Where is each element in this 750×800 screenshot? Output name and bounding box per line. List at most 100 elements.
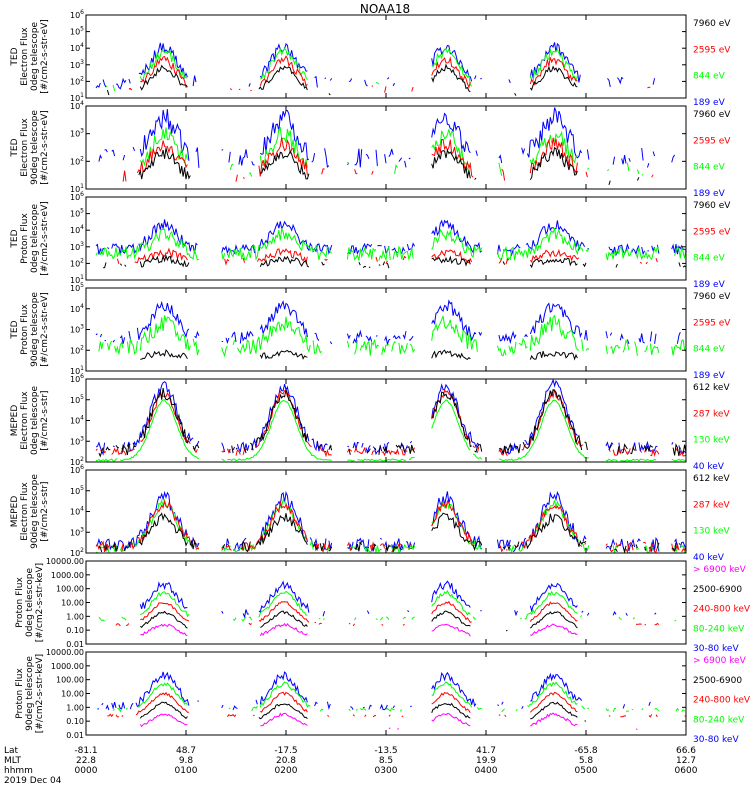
y-axis-label: TEDElectron Flux0deg telescope[#/cm2-s-s… xyxy=(10,19,50,94)
panel-5: 102 103 104 105 106 MEPEDElectron Flux0deg te… xyxy=(10,373,730,472)
y-tick-label: 104 xyxy=(70,303,84,314)
x-tick-label: 22.8 xyxy=(76,756,96,766)
y-tick-label: 103 xyxy=(70,324,84,335)
y-tick-label: 105 xyxy=(70,394,84,405)
y-tick-label: 10.00 xyxy=(61,690,84,699)
series-line-6-3 xyxy=(95,499,687,554)
y-tick-label: 104 xyxy=(70,415,84,426)
series-line-7-4 xyxy=(140,611,650,631)
series-line-7-2 xyxy=(99,591,683,621)
y-tick-label: 102 xyxy=(70,456,84,467)
series-line-2-4 xyxy=(139,148,686,185)
y-tick-label: 106 xyxy=(70,191,84,202)
legend-label: 40 keV xyxy=(693,462,725,472)
y-axis-label: MEPEDElectron Flux90deg telescope[#/cm2-… xyxy=(10,474,50,549)
series-line-8-3 xyxy=(107,691,687,718)
y-tick-label: 10000.00 xyxy=(46,648,84,657)
y-tick-label: 105 xyxy=(70,26,84,37)
legend-label: 612 keV xyxy=(693,474,730,484)
series-line-7-3 xyxy=(116,602,685,626)
series-line-6-2 xyxy=(95,498,687,554)
y-tick-label: 105 xyxy=(70,208,84,219)
x-tick-label: 0500 xyxy=(575,766,598,776)
x-tick-label: 0000 xyxy=(75,766,98,776)
y-tick-label: 103 xyxy=(70,59,84,70)
legend-label: 287 keV xyxy=(693,409,730,419)
series-line-1-3 xyxy=(129,56,686,93)
legend-label: > 6900 keV xyxy=(693,565,747,575)
y-tick-label: 101 xyxy=(70,92,84,103)
series-line-8-4 xyxy=(140,702,679,721)
series-line-5-3 xyxy=(95,388,687,458)
panel-1: 101 102 103 104 105 106 TEDElectron Flux0deg t… xyxy=(10,9,731,108)
y-axis-label: Proton Flux0deg telescope[#/cm2-s-str-ke… xyxy=(15,563,45,642)
panel-7: 0.01 0.10 1.00 10.00 100.00 1000.00 10000.00Pr… xyxy=(15,557,750,654)
legend-label: 844 eV xyxy=(693,254,726,264)
panel-stack: 101 102 103 104 105 106 TEDElectron Flux0deg t… xyxy=(10,9,750,745)
y-tick-label: 10.00 xyxy=(61,599,84,608)
y-axis-label: TEDProton Flux90deg telescope[#/cm2-s-st… xyxy=(10,292,50,367)
y-tick-label: 102 xyxy=(70,547,84,558)
legend-label: 2500-6900 xyxy=(693,676,742,686)
legend-label: 844 eV xyxy=(693,345,726,355)
series-line-4-2 xyxy=(98,314,687,358)
x-row-label: Lat xyxy=(4,746,19,756)
series-line-2-2 xyxy=(140,127,683,177)
x-tick-label: 0600 xyxy=(675,766,698,776)
y-axis-label: TEDProton Flux0deg telescope[#/cm2-s-str… xyxy=(10,201,50,276)
y-tick-label: 100.00 xyxy=(56,676,84,685)
y-tick-label: 105 xyxy=(70,485,84,496)
legend-label: 844 eV xyxy=(693,163,726,173)
series-line-5-4 xyxy=(98,387,687,458)
y-tick-label: 10000.00 xyxy=(46,557,84,566)
x-tick-label: 0100 xyxy=(175,766,198,776)
y-tick-label: 100.00 xyxy=(56,585,84,594)
y-tick-label: 1000.00 xyxy=(51,571,84,580)
y-tick-label: 102 xyxy=(70,155,84,166)
x-tick-label: 66.6 xyxy=(676,746,696,756)
y-tick-label: 104 xyxy=(70,42,84,53)
series-line-2-1 xyxy=(99,108,683,168)
legend-label: 130 keV xyxy=(693,436,730,446)
legend-label: 130 keV xyxy=(693,527,730,537)
x-tick-label: -81.1 xyxy=(74,746,97,756)
y-tick-label: 101 xyxy=(70,274,84,285)
series-line-3-4 xyxy=(103,254,687,269)
x-tick-label: -17.5 xyxy=(274,746,297,756)
x-tick-label: 9.8 xyxy=(179,756,194,766)
series-line-3-2 xyxy=(95,227,687,263)
series-line-5-2 xyxy=(95,399,687,462)
legend-label: 40 keV xyxy=(693,553,725,563)
y-tick-label: 101 xyxy=(70,183,84,194)
y-tick-label: 0.10 xyxy=(66,717,84,726)
y-tick-label: 104 xyxy=(70,100,84,111)
y-tick-label: 101 xyxy=(70,365,84,376)
series-line-7-1 xyxy=(140,581,681,617)
x-tick-label: 0300 xyxy=(375,766,398,776)
x-tick-label: 8.5 xyxy=(379,756,393,766)
y-tick-label: 0.01 xyxy=(66,731,84,740)
series-line-8-5 xyxy=(140,713,680,729)
y-tick-label: 106 xyxy=(70,464,84,475)
panel-frame xyxy=(85,105,687,190)
y-tick-label: 103 xyxy=(70,526,84,537)
x-row-label: MLT xyxy=(4,756,22,766)
panel-2: 101 102 103 104 TEDElectron Flux90deg telesc… xyxy=(10,100,731,199)
series-line-6-1 xyxy=(95,490,687,553)
legend-label: 7960 eV xyxy=(693,292,731,302)
series-line-3-1 xyxy=(95,219,687,257)
legend-label: 7960 eV xyxy=(693,201,731,211)
y-axis-label: TEDElectron Flux90deg telescope[#/cm2-s-… xyxy=(10,110,50,185)
panel-6: 102 103 104 105 106 MEPEDElectron Flux90deg t… xyxy=(10,464,730,563)
x-tick-label: 19.9 xyxy=(476,756,496,766)
legend-label: > 6900 keV xyxy=(693,656,747,666)
panel-frame xyxy=(85,287,687,372)
panel-4: 101 102 103 104 105 TEDProton Flux90deg teles… xyxy=(10,282,731,381)
legend-label: 2595 eV xyxy=(693,318,731,328)
y-tick-label: 106 xyxy=(70,9,84,20)
legend-label: 7960 eV xyxy=(693,110,731,120)
legend-label: 189 eV xyxy=(693,280,726,290)
x-tick-label: 41.7 xyxy=(476,746,496,756)
series-line-4-1 xyxy=(96,301,683,344)
